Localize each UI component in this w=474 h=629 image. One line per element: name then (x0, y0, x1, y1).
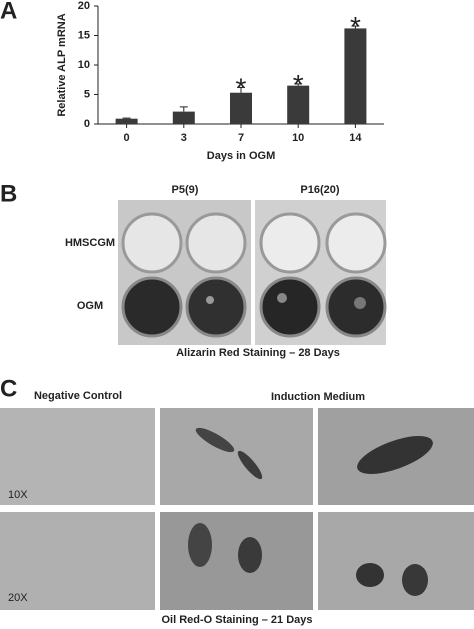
y-tick-label: 10 (78, 59, 90, 71)
significance-mark: * (293, 69, 304, 100)
significance-mark: * (236, 72, 247, 103)
y-tick-label: 20 (78, 0, 90, 12)
bar (115, 118, 138, 124)
x-tick-label: 10 (292, 132, 304, 144)
group-label: Negative Control (34, 390, 122, 402)
group-label: Induction Medium (271, 391, 365, 403)
significance-mark: * (350, 11, 361, 42)
column-label: P5(9) (172, 184, 199, 196)
error-bar (237, 86, 245, 93)
y-tick-label: 0 (84, 118, 90, 130)
panel-label: A (0, 0, 17, 24)
x-tick-label: 3 (181, 132, 187, 144)
error-bar (294, 83, 303, 86)
column-label: P16(20) (300, 184, 339, 196)
magnification-label: 10X (8, 489, 28, 501)
caption: Alizarin Red Staining – 28 Days (176, 347, 340, 359)
y-axis-label: Relative ALP mRNA (56, 13, 68, 116)
y-tick-label: 15 (78, 29, 90, 41)
bar (287, 85, 310, 124)
x-tick-label: 14 (349, 132, 362, 144)
error-bar (351, 25, 360, 29)
y-tick-label: 5 (84, 88, 90, 100)
micrographs (0, 408, 474, 610)
panel-label: B (0, 180, 17, 207)
magnification-label: 20X (8, 592, 28, 604)
x-axis-label: Days in OGM (207, 150, 275, 162)
row-label: OGM (77, 300, 103, 312)
row-label: HMSCGM (65, 237, 115, 249)
x-tick-label: 0 (124, 132, 130, 144)
bar (230, 92, 252, 124)
bar (344, 28, 367, 125)
bar (172, 111, 195, 124)
caption: Oil Red-O Staining – 21 Days (162, 614, 313, 626)
error-bar (179, 106, 188, 112)
plate-photo (118, 200, 387, 345)
error-bar (122, 117, 131, 119)
x-tick-label: 7 (238, 132, 244, 144)
panel-label: C (0, 375, 17, 402)
